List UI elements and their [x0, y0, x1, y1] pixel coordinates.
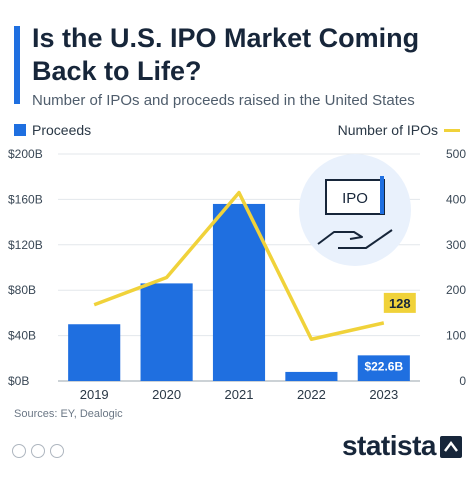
- license-icons: [12, 444, 64, 458]
- y-left-tick-label: $120B: [8, 238, 43, 252]
- x-tick-label: 2019: [80, 387, 109, 400]
- statista-mark-icon: [440, 436, 462, 458]
- y-left-tick-label: $80B: [8, 283, 36, 297]
- ipo-card-accent: [380, 176, 384, 214]
- cc-icon: [12, 444, 26, 458]
- bar-data-label: $22.6B: [364, 359, 403, 373]
- bar-proceeds: [357, 355, 410, 381]
- x-tick-label: 2022: [297, 387, 326, 400]
- bar-proceeds: [140, 283, 193, 381]
- y-right-tick-label: 300: [446, 238, 466, 252]
- source-note: Sources: EY, Dealogic: [14, 408, 123, 420]
- y-left-tick-label: $0B: [8, 374, 29, 388]
- y-left-tick-label: $40B: [8, 329, 36, 343]
- line-data-label: 128: [389, 296, 411, 311]
- y-left-tick-label: $200B: [8, 147, 43, 161]
- x-tick-label: 2021: [225, 387, 254, 400]
- legend-bar-swatch: [14, 124, 26, 136]
- bar-proceeds: [212, 203, 266, 381]
- x-tick-label: 2020: [152, 387, 181, 400]
- legend-proceeds: Proceeds: [14, 122, 91, 138]
- title-accent-bar: [14, 26, 20, 104]
- y-left-tick-label: $160B: [8, 192, 43, 206]
- x-tick-label: 2023: [369, 387, 398, 400]
- chart-subtitle: Number of IPOs and proceeds raised in th…: [32, 92, 415, 109]
- y-right-tick-label: 400: [446, 192, 466, 206]
- y-right-tick-label: 100: [446, 329, 466, 343]
- y-right-tick-label: 200: [446, 283, 466, 297]
- legend-ipos: Number of IPOs: [338, 122, 460, 138]
- statista-logo: statista: [341, 430, 437, 461]
- chart-title: Is the U.S. IPO Market Coming Back to Li…: [32, 23, 420, 86]
- ipo-card-label: IPO: [342, 190, 368, 207]
- legend-ipos-label: Number of IPOs: [337, 122, 438, 138]
- line-data-label-box: [383, 292, 416, 313]
- bar-proceeds: [285, 371, 338, 381]
- combo-chart: $0B $40B $80B $120B $160B $200B 0 100 200 300 400 5…: [8, 147, 466, 400]
- attribution-icon: [31, 444, 45, 458]
- bar-proceeds: [68, 324, 121, 381]
- y-right-tick-label: 500: [446, 147, 466, 161]
- y-right-tick-label: 0: [459, 374, 466, 388]
- legend-proceeds-label: Proceeds: [32, 122, 92, 138]
- ipo-illustration: IPO: [299, 154, 411, 266]
- no-derivatives-icon: [50, 444, 64, 458]
- line-number-of-ipos: [93, 190, 385, 341]
- legend-line-swatch: [444, 128, 460, 132]
- hand-icon: [317, 229, 393, 249]
